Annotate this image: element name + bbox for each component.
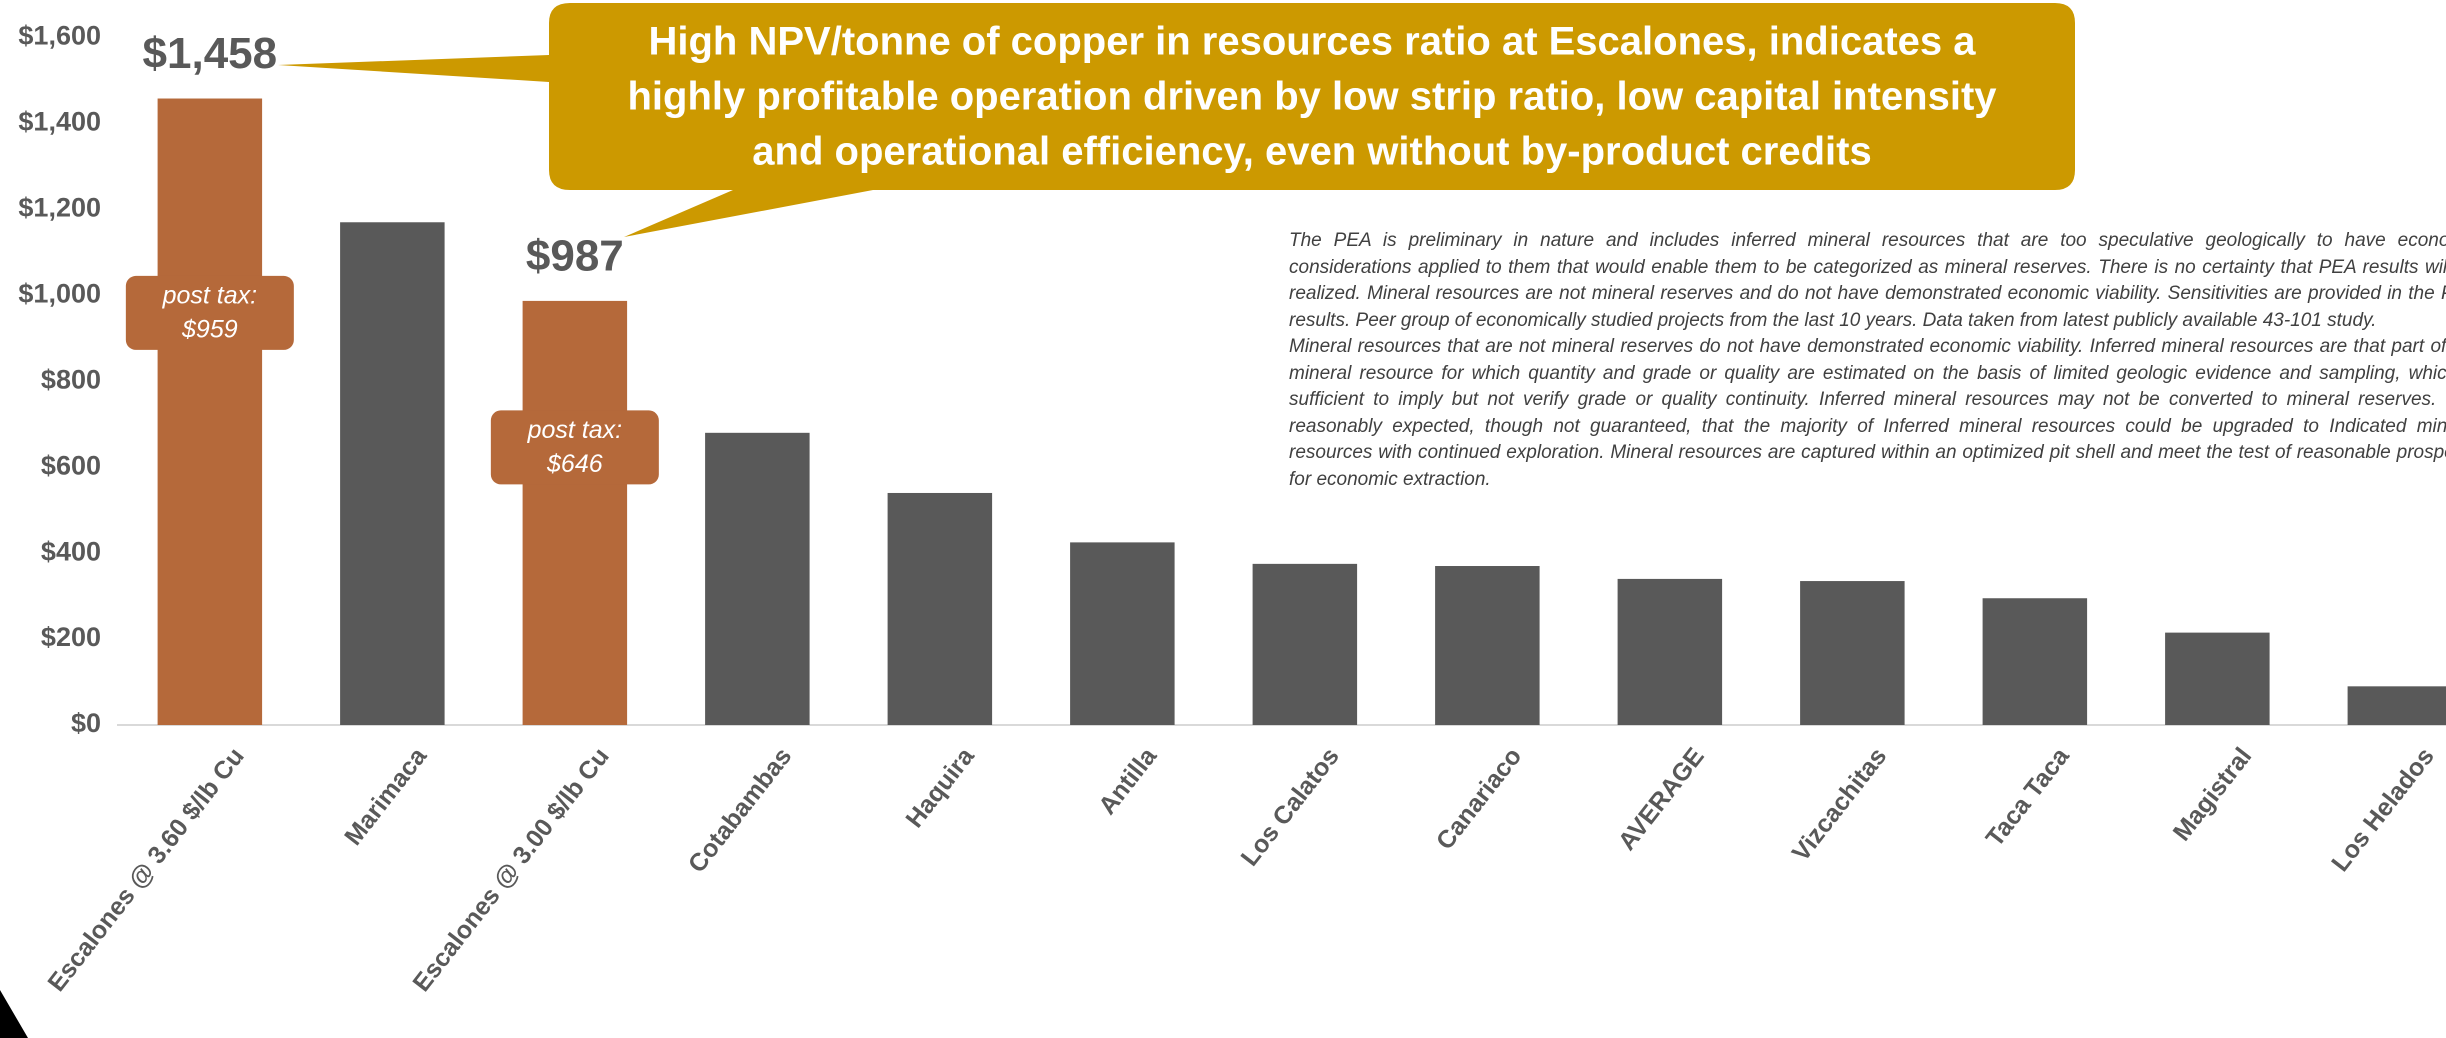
data-label: $987 [526, 232, 624, 281]
x-tick-label: Vizcachitas [1787, 743, 1893, 867]
post-tax-text: post tax: [162, 282, 258, 310]
callout-shape [278, 3, 2075, 237]
post-tax-value: $959 [181, 316, 238, 344]
bar [2165, 632, 2270, 725]
x-tick-label: Marimaca [339, 742, 433, 851]
x-tick-label: Taca Taca [1981, 742, 2076, 852]
bar [1252, 563, 1358, 725]
x-tick-label: Magistral [2168, 743, 2258, 847]
x-tick-label: AVERAGE [1613, 743, 1710, 856]
y-tick-label: $0 [71, 708, 101, 738]
y-tick-label: $1,600 [18, 21, 101, 51]
callout-text: highly profitable operation driven by lo… [627, 75, 1997, 119]
callout-text: and operational efficiency, even without… [752, 130, 1871, 174]
bar [1800, 581, 1905, 725]
post-tax-box [490, 410, 659, 485]
x-tick-label: Antilla [1093, 742, 1163, 820]
post-tax-box [125, 275, 294, 350]
y-tick-label: $200 [41, 622, 101, 652]
post-tax-text: post tax: [527, 416, 623, 444]
x-tick-label: Escalones @ 3.60 $/lb Cu [42, 743, 249, 997]
x-tick-label: Escalones @ 3.00 $/lb Cu [407, 743, 614, 997]
corner-decoration [0, 990, 28, 1038]
bar [2347, 686, 2446, 725]
post-tax-label: post tax: $646 [490, 410, 659, 485]
bar [705, 432, 810, 725]
y-tick-label: $1,000 [18, 278, 101, 308]
bar [1070, 542, 1175, 725]
bar [522, 300, 628, 725]
bar [340, 222, 445, 725]
y-tick-label: $1,200 [18, 193, 101, 223]
y-tick-label: $800 [41, 364, 101, 394]
callout-text: High NPV/tonne of copper in resources ra… [648, 20, 1976, 64]
post-tax-label: post tax: $959 [125, 275, 294, 350]
disclaimer: The PEA is preliminary in nature and inc… [1289, 228, 2446, 493]
x-tick-label: Los Calatos [1235, 743, 1344, 872]
bar [1435, 566, 1540, 725]
data-label: $1,458 [143, 29, 278, 78]
bar [1617, 578, 1723, 725]
bar [1982, 598, 2088, 725]
y-tick-label: $400 [41, 536, 101, 566]
post-tax-value: $646 [546, 450, 603, 478]
x-tick-label: Canariaco [1431, 743, 1527, 856]
disclaimer-paragraph: The PEA is preliminary in nature and inc… [1289, 230, 2446, 331]
x-tick-label: Cotabambas [683, 743, 797, 878]
x-tick-label: Haquira [900, 742, 980, 833]
y-tick-label: $1,400 [18, 107, 101, 137]
disclaimer-paragraph: Mineral resources that are not mineral r… [1289, 336, 2446, 490]
x-tick-label: Los Helados [2326, 743, 2440, 877]
bar [887, 492, 993, 725]
y-tick-label: $600 [41, 450, 101, 480]
bar [157, 98, 263, 725]
